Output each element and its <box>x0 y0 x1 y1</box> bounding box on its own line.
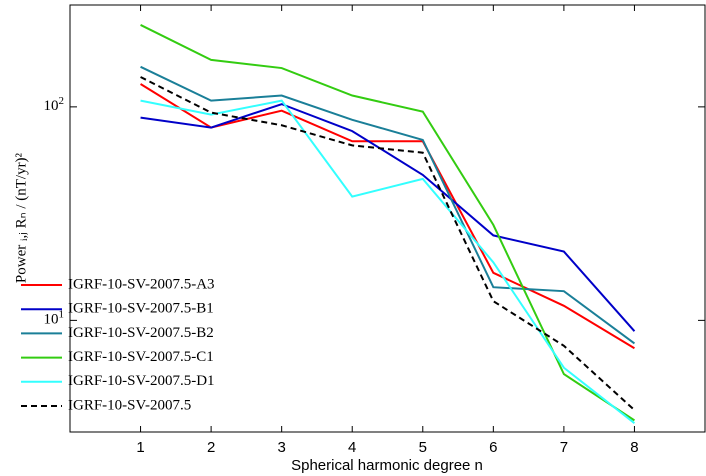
legend-label: IGRF-10-SV-2007.5-B1 <box>68 301 214 317</box>
x-tick-label: 2 <box>207 439 215 456</box>
x-tick-label: 4 <box>348 439 356 456</box>
legend-label: IGRF-10-SV-2007.5-A3 <box>68 276 215 292</box>
x-tick-label: 6 <box>489 439 497 456</box>
y-tick-label: 101 <box>44 308 65 328</box>
series-line <box>140 76 636 411</box>
y-axis-title: Power ᵢ,ⱼ Rₙ / (nT/yr)² <box>13 152 29 283</box>
series-line <box>140 83 635 350</box>
y-tick-label: 102 <box>44 94 65 114</box>
plot-frame <box>69 4 706 433</box>
legend-label: IGRF-10-SV-2007.5-B2 <box>68 325 214 341</box>
series-line <box>140 99 636 424</box>
x-tick-label: 8 <box>630 439 638 456</box>
series-line <box>140 65 636 345</box>
legend-label: IGRF-10-SV-2007.5-C1 <box>68 349 214 365</box>
legend-label: IGRF-10-SV-2007.5 <box>68 397 191 413</box>
legend-label: IGRF-10-SV-2007.5-D1 <box>68 373 215 389</box>
x-tick-label: 3 <box>277 439 285 456</box>
x-tick-label: 7 <box>560 439 568 456</box>
series-line <box>140 103 636 332</box>
x-axis-title: Spherical harmonic degree n <box>291 457 483 474</box>
x-tick-label: 5 <box>419 439 427 456</box>
x-tick-label: 1 <box>136 439 144 456</box>
